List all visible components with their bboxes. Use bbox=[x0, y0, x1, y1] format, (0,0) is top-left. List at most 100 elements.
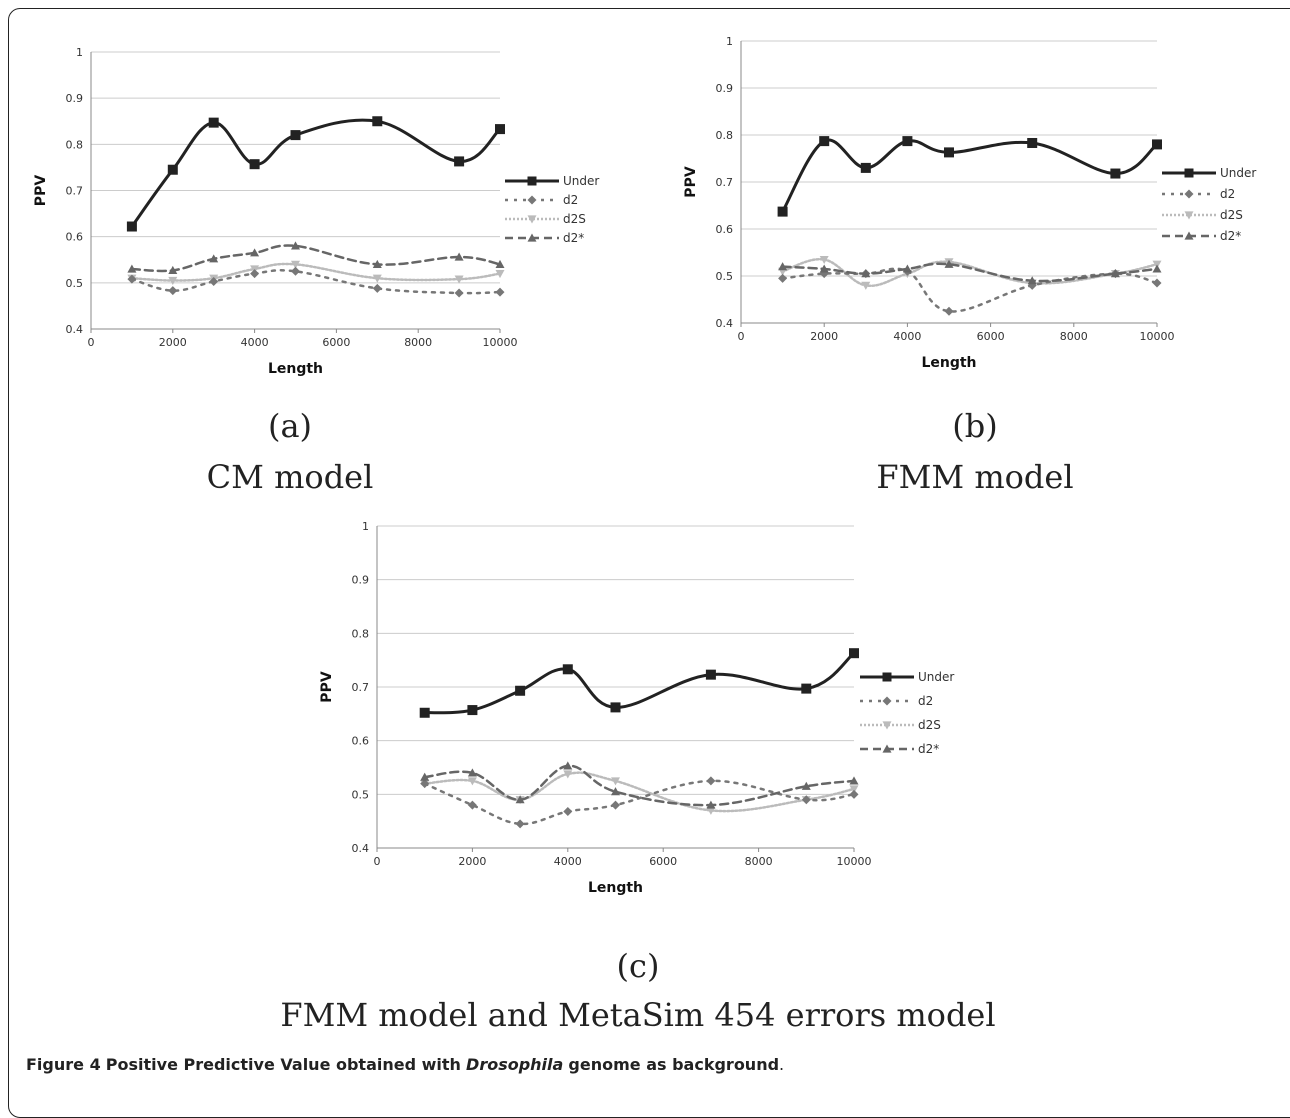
y-tick-label: 0.9 bbox=[66, 92, 84, 105]
figure-caption-text-before: Positive Predictive Value obtained with bbox=[105, 1055, 461, 1074]
point-Under bbox=[902, 136, 913, 147]
figure-caption-italic: Drosophila bbox=[466, 1055, 564, 1074]
y-tick-label: 0.9 bbox=[716, 82, 734, 95]
point-d2S bbox=[291, 260, 300, 269]
point-d2S bbox=[454, 275, 464, 284]
y-axis-label: PPV bbox=[683, 166, 699, 198]
x-tick-label: 2000 bbox=[159, 336, 187, 349]
legend-label: d2S bbox=[918, 718, 941, 732]
y-tick-label: 0.5 bbox=[352, 788, 370, 801]
point-d2S bbox=[849, 785, 859, 794]
legend-marker-d2 bbox=[1184, 189, 1194, 199]
point-d2star bbox=[209, 254, 219, 263]
series-line-Under bbox=[781, 138, 1159, 214]
series-line-Under bbox=[130, 118, 502, 229]
legend-label: d2 bbox=[918, 694, 933, 708]
point-d2 bbox=[778, 273, 788, 283]
y-tick-label: 0.4 bbox=[716, 317, 734, 330]
y-axis-label: PPV bbox=[33, 175, 49, 207]
chart-b: 0.4 0.5 0.6 0.7 0.8 0.9 1 0 2000 4000 6000 8000 1000… bbox=[683, 35, 1256, 371]
point-d2 bbox=[372, 283, 382, 293]
point-Under bbox=[515, 685, 526, 696]
panel-c-caption: FMM model and MetaSim 454 errors model bbox=[280, 996, 996, 1034]
legend-marker-Under bbox=[1184, 168, 1194, 178]
legend-marker-d2 bbox=[527, 195, 537, 205]
point-d2star bbox=[902, 264, 912, 273]
point-d2 bbox=[611, 800, 620, 810]
point-Under bbox=[610, 702, 621, 713]
legend-label: Under bbox=[563, 174, 599, 188]
point-d2star bbox=[819, 264, 829, 273]
point-d2 bbox=[944, 306, 954, 316]
legend-marker-d2 bbox=[882, 696, 892, 706]
point-d2star bbox=[420, 772, 430, 781]
legend-label: d2* bbox=[1220, 229, 1241, 243]
legend-marker-Under bbox=[527, 176, 537, 186]
point-Under bbox=[860, 162, 871, 173]
y-tick-label: 0.7 bbox=[716, 176, 734, 189]
point-Under bbox=[849, 648, 859, 659]
panel-b-caption: FMM model bbox=[876, 458, 1074, 496]
x-tick-label: 10000 bbox=[1140, 330, 1175, 343]
series-line-d2S bbox=[130, 262, 502, 282]
point-d2star bbox=[168, 265, 178, 274]
point-d2star bbox=[778, 262, 788, 271]
series-line-d2 bbox=[423, 779, 856, 826]
y-tick-label: 1 bbox=[76, 46, 83, 59]
y-tick-label: 1 bbox=[362, 520, 369, 533]
series-line-d2S bbox=[423, 771, 856, 813]
point-d2 bbox=[420, 779, 430, 789]
point-d2 bbox=[801, 795, 811, 805]
panel-a-label: (a) bbox=[267, 407, 313, 445]
point-d2star bbox=[849, 776, 859, 785]
point-d2star bbox=[861, 269, 871, 278]
series-line-d2star bbox=[423, 764, 856, 807]
point-Under bbox=[1027, 137, 1038, 148]
legend-label: d2 bbox=[1220, 187, 1235, 201]
point-d2star bbox=[454, 252, 464, 261]
y-tick-label: 0.8 bbox=[66, 138, 84, 151]
panel-c-label: (c) bbox=[616, 947, 660, 985]
point-Under bbox=[467, 705, 478, 716]
point-d2 bbox=[1152, 278, 1162, 288]
x-tick-label: 0 bbox=[88, 336, 95, 349]
point-d2 bbox=[291, 266, 300, 276]
legend-marker-d2star bbox=[527, 233, 537, 242]
point-d2 bbox=[849, 789, 859, 799]
point-Under bbox=[819, 136, 830, 147]
point-Under bbox=[944, 147, 954, 158]
legend-label: d2* bbox=[563, 231, 584, 245]
point-d2star bbox=[611, 787, 620, 796]
x-tick-label: 6000 bbox=[322, 336, 350, 349]
y-tick-label: 0.4 bbox=[352, 842, 370, 855]
y-tick-label: 0.8 bbox=[352, 627, 370, 640]
y-tick-label: 1 bbox=[726, 35, 733, 48]
point-d2 bbox=[127, 274, 137, 284]
point-d2 bbox=[209, 276, 219, 286]
point-d2star bbox=[944, 259, 954, 268]
x-tick-label: 2000 bbox=[458, 855, 486, 868]
point-d2star bbox=[706, 800, 716, 809]
y-axis-label: PPV bbox=[319, 671, 335, 703]
y-tick-label: 0.7 bbox=[66, 185, 84, 198]
series-line-d2star bbox=[781, 262, 1159, 283]
x-tick-label: 4000 bbox=[554, 855, 582, 868]
y-tick-label: 0.4 bbox=[66, 323, 84, 336]
point-Under bbox=[1152, 139, 1162, 150]
y-tick-label: 0.7 bbox=[352, 681, 370, 694]
legend-label: d2 bbox=[563, 193, 578, 207]
point-d2star bbox=[1152, 264, 1162, 273]
point-Under bbox=[705, 669, 716, 680]
point-Under bbox=[290, 130, 301, 141]
y-tick-label: 0.8 bbox=[716, 129, 734, 142]
legend-marker-d2S bbox=[527, 215, 537, 224]
point-Under bbox=[495, 124, 505, 135]
point-d2 bbox=[515, 819, 525, 829]
point-d2S bbox=[861, 281, 871, 290]
legend-label: Under bbox=[1220, 166, 1256, 180]
point-d2star bbox=[1110, 269, 1120, 278]
legend-marker-d2S bbox=[1184, 211, 1194, 220]
series-line-d2star bbox=[130, 244, 502, 273]
point-d2star bbox=[1027, 276, 1037, 285]
point-d2star bbox=[250, 248, 260, 257]
